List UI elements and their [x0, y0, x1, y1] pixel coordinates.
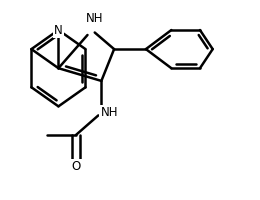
Text: N: N — [54, 24, 63, 37]
Text: NH: NH — [86, 12, 104, 25]
Text: O: O — [71, 160, 81, 173]
Text: NH: NH — [101, 106, 118, 119]
